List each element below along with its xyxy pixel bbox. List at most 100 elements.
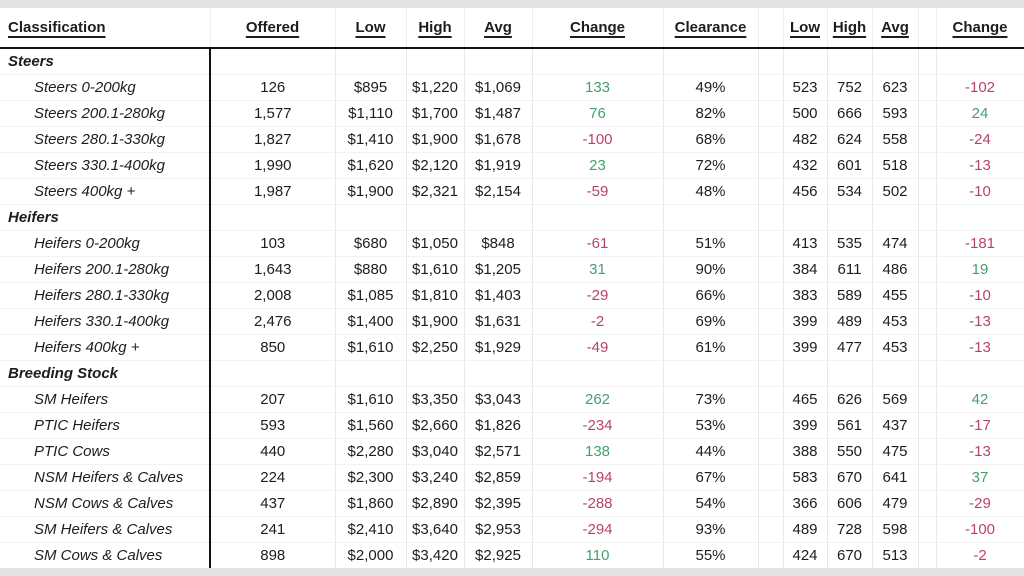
cell-change2: 37 bbox=[936, 464, 1024, 491]
data-row: Steers 200.1-280kg 1,577 $1,110 $1,700 $1,48… bbox=[0, 100, 1024, 127]
cell-clearance: 61% bbox=[663, 334, 759, 361]
row-label: Heifers 280.1-330kg bbox=[0, 282, 211, 309]
cell-avg: $3,043 bbox=[464, 386, 533, 413]
empty-cell bbox=[872, 204, 919, 231]
cell-low: $2,300 bbox=[335, 464, 407, 491]
empty-cell bbox=[783, 204, 828, 231]
cell-low2: 384 bbox=[783, 256, 828, 283]
cell-avg: $2,571 bbox=[464, 438, 533, 465]
row-label: Steers 280.1-330kg bbox=[0, 126, 211, 153]
spacer-cell bbox=[918, 126, 937, 153]
cell-offered: 593 bbox=[210, 412, 336, 439]
spacer-cell bbox=[918, 438, 937, 465]
spacer-cell bbox=[918, 308, 937, 335]
spacer-header bbox=[918, 8, 937, 49]
cell-high: $2,120 bbox=[406, 152, 465, 179]
cell-avg2: 486 bbox=[872, 256, 919, 283]
empty-cell bbox=[663, 204, 759, 231]
spacer-cell bbox=[918, 334, 937, 361]
section-title: Steers bbox=[0, 48, 211, 75]
section-row: Breeding Stock bbox=[0, 360, 1024, 387]
cell-low2: 583 bbox=[783, 464, 828, 491]
spacer-cell bbox=[758, 100, 784, 127]
bottom-gray-strip bbox=[0, 568, 1024, 576]
spacer-cell bbox=[758, 126, 784, 153]
cell-high: $3,640 bbox=[406, 516, 465, 543]
spacer-cell bbox=[758, 178, 784, 205]
cell-clearance: 44% bbox=[663, 438, 759, 465]
cell-low2: 366 bbox=[783, 490, 828, 517]
cell-high: $1,900 bbox=[406, 308, 465, 335]
row-label: Steers 400kg + bbox=[0, 178, 211, 205]
spacer-cell bbox=[918, 230, 937, 257]
cell-clearance: 48% bbox=[663, 178, 759, 205]
cell-offered: 241 bbox=[210, 516, 336, 543]
cell-offered: 850 bbox=[210, 334, 336, 361]
cell-clearance: 53% bbox=[663, 412, 759, 439]
col-header-avg-cents: Avg bbox=[872, 8, 919, 49]
cell-low: $1,860 bbox=[335, 490, 407, 517]
spacer-cell bbox=[758, 334, 784, 361]
spacer-cell bbox=[758, 438, 784, 465]
col-header-high-dollars: High bbox=[406, 8, 465, 49]
empty-cell bbox=[936, 204, 1024, 231]
spacer-cell bbox=[918, 516, 937, 543]
cell-avg: $2,925 bbox=[464, 542, 533, 568]
cell-offered: 103 bbox=[210, 230, 336, 257]
cell-avg2: 453 bbox=[872, 334, 919, 361]
spacer-cell bbox=[918, 152, 937, 179]
cell-low: $1,620 bbox=[335, 152, 407, 179]
empty-cell bbox=[872, 360, 919, 387]
cell-avg: $2,953 bbox=[464, 516, 533, 543]
empty-cell bbox=[406, 48, 465, 75]
cell-avg: $1,919 bbox=[464, 152, 533, 179]
section-title: Heifers bbox=[0, 204, 211, 231]
data-row: Heifers 280.1-330kg 2,008 $1,085 $1,810 $1,4… bbox=[0, 282, 1024, 309]
cell-offered: 207 bbox=[210, 386, 336, 413]
empty-cell bbox=[783, 48, 828, 75]
data-row: PTIC Cows 440 $2,280 $3,040 $2,571 138 44% 388 5… bbox=[0, 438, 1024, 465]
section-title: Breeding Stock bbox=[0, 360, 211, 387]
cell-high: $1,220 bbox=[406, 74, 465, 101]
spacer-cell bbox=[758, 308, 784, 335]
spacer-cell bbox=[918, 386, 937, 413]
row-label: PTIC Cows bbox=[0, 438, 211, 465]
cell-offered: 1,577 bbox=[210, 100, 336, 127]
spacer-cell bbox=[758, 48, 784, 75]
spacer-cell bbox=[918, 100, 937, 127]
data-row: PTIC Heifers 593 $1,560 $2,660 $1,826 -234 53%… bbox=[0, 412, 1024, 439]
cell-change2: -13 bbox=[936, 334, 1024, 361]
spacer-cell bbox=[918, 48, 937, 75]
cell-low2: 432 bbox=[783, 152, 828, 179]
cell-change2: -10 bbox=[936, 282, 1024, 309]
cell-high: $3,350 bbox=[406, 386, 465, 413]
cell-offered: 440 bbox=[210, 438, 336, 465]
cell-avg2: 598 bbox=[872, 516, 919, 543]
cell-change: 262 bbox=[532, 386, 664, 413]
cell-low: $880 bbox=[335, 256, 407, 283]
cell-avg2: 479 bbox=[872, 490, 919, 517]
cell-low2: 413 bbox=[783, 230, 828, 257]
empty-cell bbox=[827, 360, 873, 387]
spacer-cell bbox=[758, 204, 784, 231]
cell-offered: 437 bbox=[210, 490, 336, 517]
cell-high2: 670 bbox=[827, 464, 873, 491]
cell-offered: 1,987 bbox=[210, 178, 336, 205]
cell-change2: -181 bbox=[936, 230, 1024, 257]
table-header: Classification Offered Low High Avg Chan… bbox=[0, 8, 1024, 49]
cell-avg2: 513 bbox=[872, 542, 919, 568]
cell-offered: 2,008 bbox=[210, 282, 336, 309]
cell-high: $1,610 bbox=[406, 256, 465, 283]
cell-offered: 224 bbox=[210, 464, 336, 491]
cell-avg: $1,929 bbox=[464, 334, 533, 361]
cell-change: -59 bbox=[532, 178, 664, 205]
spacer-cell bbox=[918, 490, 937, 517]
cell-change2: 42 bbox=[936, 386, 1024, 413]
cell-high2: 611 bbox=[827, 256, 873, 283]
cell-low: $680 bbox=[335, 230, 407, 257]
cell-high2: 477 bbox=[827, 334, 873, 361]
spacer-cell bbox=[758, 412, 784, 439]
cell-clearance: 82% bbox=[663, 100, 759, 127]
empty-cell bbox=[532, 48, 664, 75]
